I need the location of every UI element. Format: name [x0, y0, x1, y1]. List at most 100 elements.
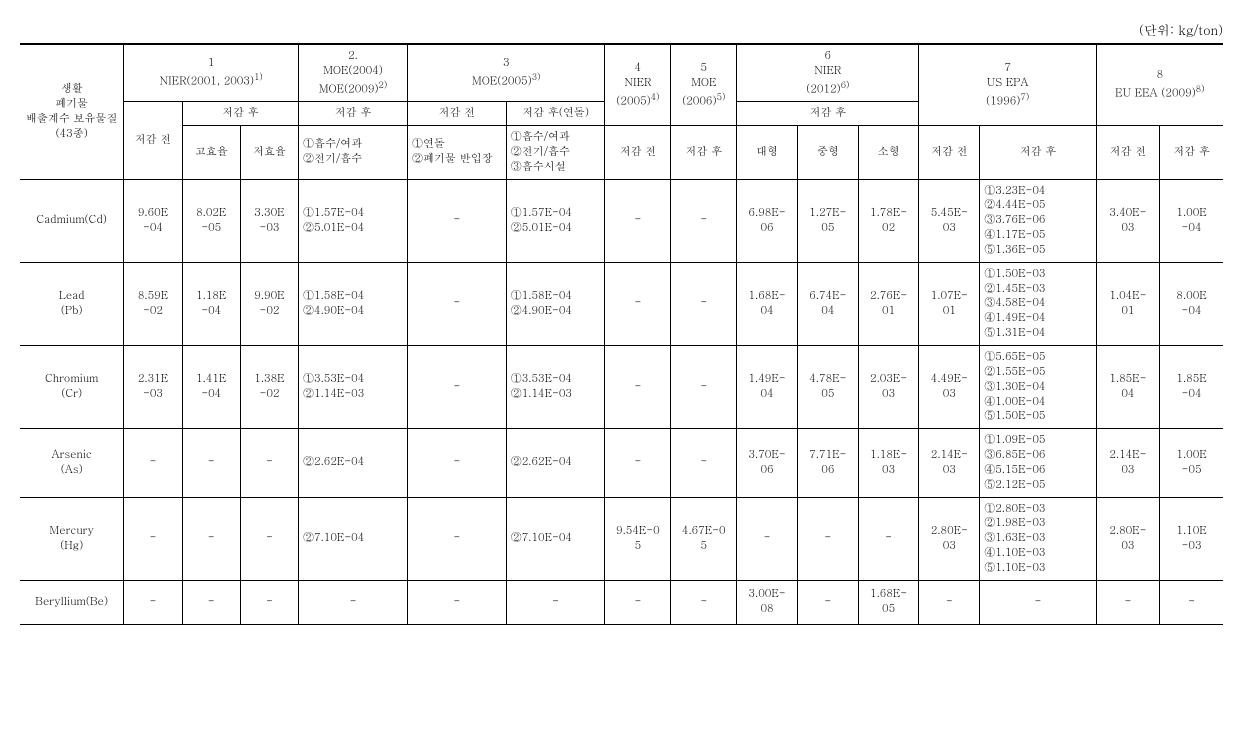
- cell: 9.60E -04: [124, 179, 182, 262]
- cell: -: [407, 429, 506, 497]
- cell: 2.31E -03: [124, 346, 182, 429]
- cell: -: [182, 429, 240, 497]
- cell: ①1.57E-04 ②5.01E-04: [299, 179, 408, 262]
- cell: 8.00E -04: [1160, 262, 1223, 345]
- cell: -: [407, 179, 506, 262]
- cell: 1.07E- 01: [919, 262, 980, 345]
- cell: -: [671, 346, 737, 429]
- cell: -: [240, 429, 298, 497]
- cell: 6.74E- 04: [797, 262, 858, 345]
- cell: -: [407, 497, 506, 580]
- col-group-1: 1 NIER(2001, 2003)1): [124, 44, 299, 102]
- cell: -: [182, 497, 240, 580]
- col-group-5: 5 MOE (2006)5): [671, 44, 737, 126]
- g8-after: 저감 후: [1160, 126, 1223, 180]
- cell: 2.03E- 03: [858, 346, 919, 429]
- table-row: Beryllium(Be)--------3.00E- 08-1.68E- 05…: [20, 580, 1223, 624]
- cell: -: [299, 580, 408, 624]
- cell: -: [1160, 580, 1223, 624]
- cell: ②2.62E-04: [299, 429, 408, 497]
- cell: 1.85E- 04: [1096, 346, 1159, 429]
- substance-name: Arsenic (As): [20, 429, 124, 497]
- g7-after: 저감 후: [980, 126, 1097, 180]
- cell: 1.49E- 04: [737, 346, 798, 429]
- col-group-4: 4 NIER (2005)4): [605, 44, 671, 126]
- cell: -: [671, 262, 737, 345]
- cell: 3.00E- 08: [737, 580, 798, 624]
- g6-small: 소형: [858, 126, 919, 180]
- cell: -: [671, 580, 737, 624]
- cell: ②2.62E-04: [506, 429, 605, 497]
- cell: 8.59E -02: [124, 262, 182, 345]
- cell: 1.00E -05: [1160, 429, 1223, 497]
- cell: -: [240, 497, 298, 580]
- cell: 1.78E- 02: [858, 179, 919, 262]
- cell: 3.70E- 06: [737, 429, 798, 497]
- cell: 4.78E- 05: [797, 346, 858, 429]
- cell: ①1.58E-04 ②4.90E-04: [299, 262, 408, 345]
- cell: 1.10E -03: [1160, 497, 1223, 580]
- cell: ①1.57E-04 ②5.01E-04: [506, 179, 605, 262]
- cell: 1.85E -04: [1160, 346, 1223, 429]
- cell: 1.04E- 01: [1096, 262, 1159, 345]
- g3-before: 저감 전: [407, 102, 506, 126]
- g1-after: 저감 후: [182, 102, 298, 126]
- substance-name: Cadmium(Cd): [20, 179, 124, 262]
- cell: -: [605, 580, 671, 624]
- cell: ①2.80E-03 ②1.98E-03 ③1.63E-03 ④1.10E-03 …: [980, 497, 1097, 580]
- cell: -: [605, 429, 671, 497]
- cell: -: [605, 262, 671, 345]
- cell: -: [240, 580, 298, 624]
- cell: 1.68E- 04: [737, 262, 798, 345]
- cell: -: [919, 580, 980, 624]
- cell: 6.98E- 06: [737, 179, 798, 262]
- g2-desc: ①흡수/여과 ②전기/흡수: [299, 126, 408, 180]
- g3-after-desc: ①흡수/여과 ②전기/흡수 ③흡수시설: [506, 126, 605, 180]
- g1-low-eff: 저효율: [240, 126, 298, 180]
- cell: ②7.10E-04: [299, 497, 408, 580]
- g2-after: 저감 후: [299, 102, 408, 126]
- substance-name: Beryllium(Be): [20, 580, 124, 624]
- table-row: Cadmium(Cd)9.60E -048.02E -053.30E -03①1…: [20, 179, 1223, 262]
- cell: ①1.50E-03 ②1.45E-03 ③4.58E-04 ④1.49E-04 …: [980, 262, 1097, 345]
- cell: -: [605, 346, 671, 429]
- cell: 7.71E- 06: [797, 429, 858, 497]
- col-group-8: 8 EU EEA (2009)8): [1096, 44, 1223, 126]
- cell: 2.14E- 03: [919, 429, 980, 497]
- g1-high-eff: 고효율: [182, 126, 240, 180]
- cell: 8.02E -05: [182, 179, 240, 262]
- col-group-7: 7 US EPA (1996)7): [919, 44, 1096, 126]
- row-header-cell: 생활 폐기물 배출계수 보유물질 (43종): [20, 44, 124, 179]
- cell: 1.18E- 03: [858, 429, 919, 497]
- cell: 2.14E- 03: [1096, 429, 1159, 497]
- cell: 2.80E- 03: [919, 497, 980, 580]
- cell: ①5.65E-05 ②1.55E-05 ③1.30E-04 ④1.00E-04 …: [980, 346, 1097, 429]
- unit-label: (단위: kg/ton): [20, 20, 1223, 39]
- cell: 1.41E -04: [182, 346, 240, 429]
- cell: -: [671, 429, 737, 497]
- cell: 5.45E- 03: [919, 179, 980, 262]
- g3-before-desc: ①연돌 ②폐기물 반입장: [407, 126, 506, 180]
- table-row: Chromium (Cr)2.31E -031.41E -041.38E -02…: [20, 346, 1223, 429]
- cell: 2.76E- 01: [858, 262, 919, 345]
- cell: 1.27E- 05: [797, 179, 858, 262]
- table-row: Arsenic (As)---②2.62E-04-②2.62E-04--3.70…: [20, 429, 1223, 497]
- cell: -: [407, 262, 506, 345]
- cell: 9.54E-0 5: [605, 497, 671, 580]
- cell: ①3.53E-04 ②1.14E-03: [299, 346, 408, 429]
- substance-name: Mercury (Hg): [20, 497, 124, 580]
- cell: -: [797, 497, 858, 580]
- cell: 4.67E-0 5: [671, 497, 737, 580]
- cell: ②7.10E-04: [506, 497, 605, 580]
- emission-factor-table: 생활 폐기물 배출계수 보유물질 (43종) 1 NIER(2001, 2003…: [20, 43, 1223, 625]
- substance-name: Lead (Pb): [20, 262, 124, 345]
- cell: 2.80E- 03: [1096, 497, 1159, 580]
- table-row: Lead (Pb)8.59E -021.18E -049.90E -02①1.5…: [20, 262, 1223, 345]
- g3-after: 저감 후(연돌): [506, 102, 605, 126]
- cell: -: [407, 580, 506, 624]
- g5-after: 저감 후: [671, 126, 737, 180]
- cell: 1.00E -04: [1160, 179, 1223, 262]
- cell: -: [124, 580, 182, 624]
- substance-name: Chromium (Cr): [20, 346, 124, 429]
- cell: ①3.53E-04 ②1.14E-03: [506, 346, 605, 429]
